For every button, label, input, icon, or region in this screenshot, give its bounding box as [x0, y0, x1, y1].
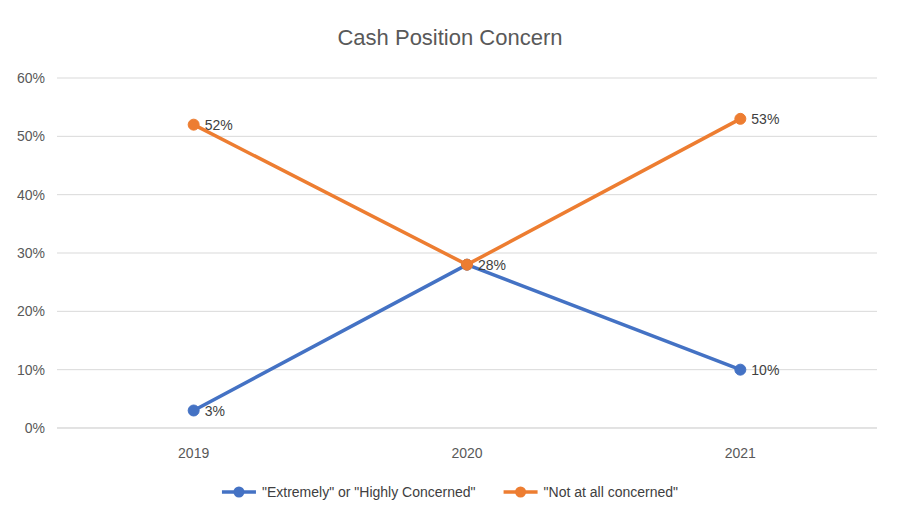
y-tick-label: 60% — [17, 70, 45, 86]
y-tick-label: 30% — [17, 245, 45, 261]
grid-line — [57, 428, 877, 429]
data-label: 52% — [205, 117, 233, 133]
grid-line — [57, 311, 877, 312]
series-marker — [735, 113, 746, 124]
background — [0, 0, 900, 525]
chart-svg: Cash Position Concern 0% 10% 20% 30% 40% 50% 60… — [0, 0, 900, 525]
data-label: 3% — [205, 403, 225, 419]
series-marker — [188, 405, 199, 416]
legend: "Extremely" or "Highly Concerned" "Not at… — [222, 484, 678, 500]
legend-marker — [515, 487, 526, 498]
x-tick-label: 2020 — [451, 445, 482, 461]
data-label: 28% — [478, 257, 506, 273]
title: Cash Position Concern — [337, 25, 562, 50]
y-tick-label: 50% — [17, 128, 45, 144]
x-tick-label: 2021 — [725, 445, 756, 461]
series-marker — [462, 259, 473, 270]
grid-line — [57, 78, 877, 79]
series-marker — [188, 119, 199, 130]
grid-line — [57, 253, 877, 254]
legend-item: "Not at all concerned" — [504, 484, 678, 500]
data-label: 53% — [751, 111, 779, 127]
x-axis-line — [57, 428, 877, 429]
series-marker — [735, 364, 746, 375]
legend-marker — [233, 487, 244, 498]
x-tick-label: 2019 — [178, 445, 209, 461]
y-tick-label: 10% — [17, 362, 45, 378]
data-labels: 3% 10% 52% 28% 53% — [205, 111, 780, 419]
grid-line — [57, 136, 877, 137]
series-marker — [462, 259, 473, 270]
legend-label: "Extremely" or "Highly Concerned" — [262, 484, 476, 500]
series-line — [194, 265, 741, 411]
chart-container: Cash Position Concern 0% 10% 20% 30% 40% 50% 60… — [0, 0, 900, 525]
legend-label: "Not at all concerned" — [544, 484, 678, 500]
grid-line — [57, 194, 877, 195]
y-tick-label: 0% — [25, 420, 45, 436]
data-label: 10% — [751, 362, 779, 378]
series-line — [194, 119, 741, 265]
y-tick-label: 20% — [17, 303, 45, 319]
plot-marks — [188, 113, 746, 416]
y-tick-label: 40% — [17, 187, 45, 203]
legend-item: "Extremely" or "Highly Concerned" — [222, 484, 476, 500]
